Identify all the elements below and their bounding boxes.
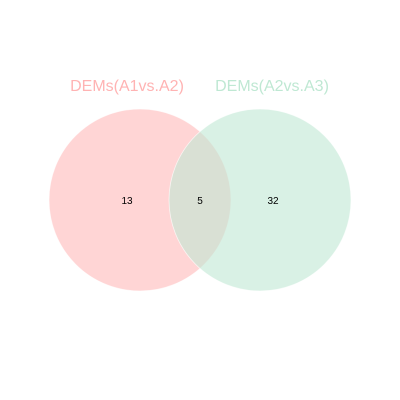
- left-only-count: 13: [121, 196, 133, 207]
- set-a-label: DEMs(A1vs.A2): [70, 78, 184, 95]
- set-b-circle: [168, 108, 352, 292]
- right-only-count: 32: [267, 196, 279, 207]
- set-b-label: DEMs(A2vs.A3): [215, 78, 329, 95]
- overlap-count: 5: [197, 196, 203, 207]
